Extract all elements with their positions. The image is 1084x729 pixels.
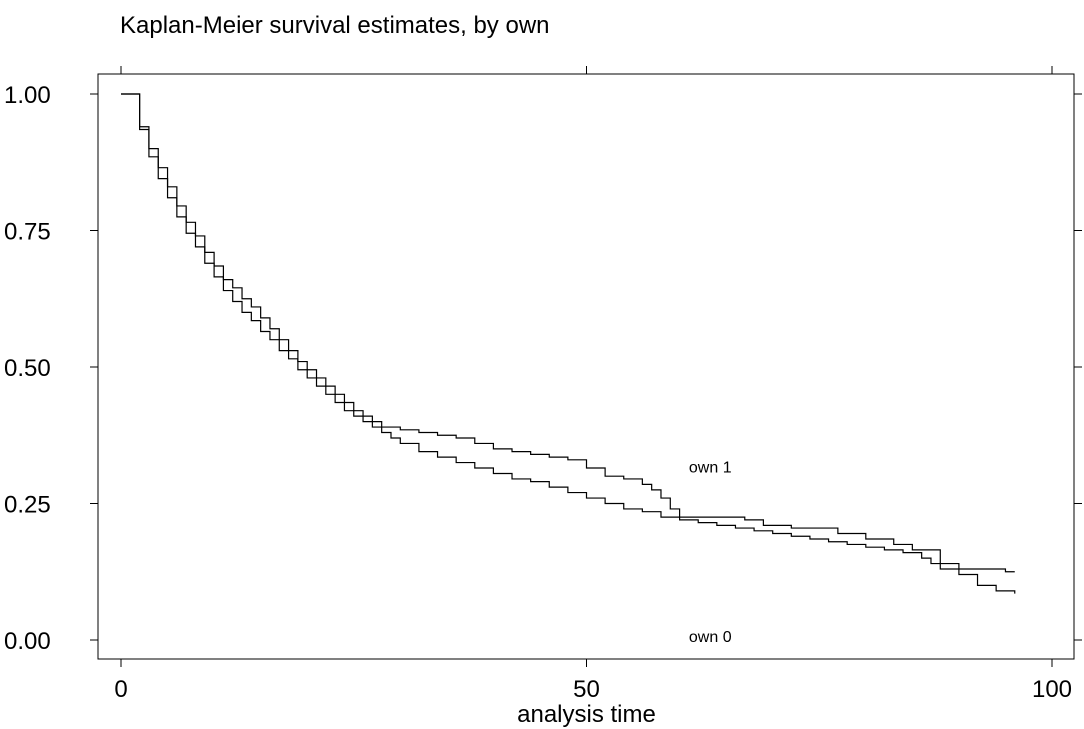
y-tick-label: 0.50 (4, 355, 51, 382)
x-axis-label: analysis time (517, 701, 656, 728)
y-tick-label: 0.25 (4, 492, 51, 519)
x-tick-label: 0 (114, 676, 127, 703)
y-tick-label: 1.00 (4, 82, 51, 109)
series-layer: own 1 own 0 (121, 93, 1016, 646)
chart-title: Kaplan-Meier survival estimates, by own (120, 12, 550, 39)
series-label: own 1 (689, 460, 732, 477)
y-tick-label: 0.75 (4, 219, 51, 246)
survival-curve-1 (121, 93, 1015, 573)
axes: 0 50 100 0.00 0.25 0.50 0.75 1.00 (4, 66, 1082, 703)
x-tick-label: 100 (1032, 676, 1072, 703)
plot-frame (97, 73, 1075, 660)
x-tick-label: 50 (573, 676, 600, 703)
y-tick-label: 0.00 (4, 628, 51, 655)
series-label: own 0 (689, 629, 732, 646)
survival-curve-2 (121, 93, 1016, 594)
